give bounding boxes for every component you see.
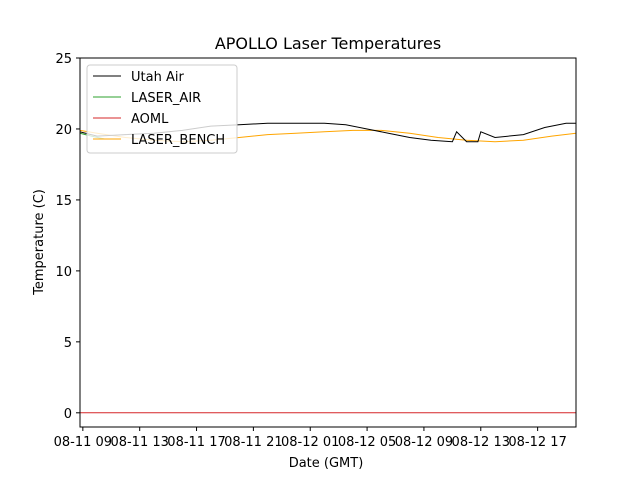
y-tick-label: 0 [64,407,72,422]
legend-entry-label: Utah Air [131,70,184,85]
x-axis-label: Date (GMT) [289,456,364,471]
x-tick-label: 08-11 09 [54,435,112,450]
y-tick-label: 25 [55,52,72,67]
x-tick-label: 08-12 01 [281,435,339,450]
y-tick-label: 15 [55,194,72,209]
y-axis-label: Temperature (C) [32,189,47,296]
y-tick-label: 20 [55,123,72,138]
x-tick-label: 08-11 17 [167,435,225,450]
x-tick-label: 08-11 21 [224,435,282,450]
x-tick-label: 08-12 13 [452,435,510,450]
legend-frame [86,64,238,154]
x-tick-label: 08-12 05 [338,435,396,450]
x-tick-label: 08-12 17 [508,435,566,450]
legend-entry-label: LASER_BENCH [131,133,225,148]
legend-entry-label: AOML [131,112,169,127]
y-axis: 0 5 10 15 20 25 [55,52,80,422]
legend-entry-label: LASER_AIR [131,91,201,106]
y-tick-label: 10 [55,265,72,280]
x-tick-label: 08-11 13 [110,435,168,450]
legend: Utah Air LASER_AIR AOML LASER_BENCH [86,64,238,154]
y-tick-label: 5 [64,336,72,351]
chart-title: APOLLO Laser Temperatures [215,34,441,53]
x-tick-label: 08-12 09 [395,435,453,450]
plot-frame [79,57,577,428]
